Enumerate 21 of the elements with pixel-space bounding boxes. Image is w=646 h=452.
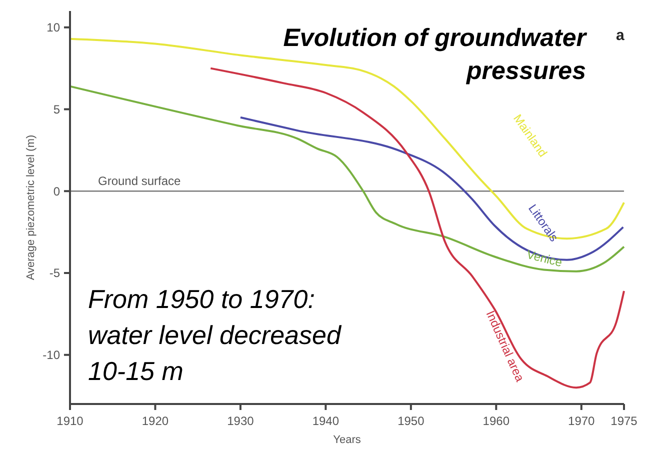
x-tick-label: 1940 (312, 414, 340, 428)
ref-line-label: Ground surface (98, 174, 182, 188)
x-axis-title: Years (333, 434, 362, 446)
text: Evolution of groundwater pressures (283, 24, 588, 85)
x-tick-label: 1950 (398, 414, 425, 428)
annotation: From 1950 to 1970: water level decreased 10-15 m (88, 284, 342, 386)
text: Venice (525, 247, 564, 270)
line-series (69, 85, 625, 272)
annotation: a (616, 27, 625, 44)
y-tick-label: 0 (53, 184, 60, 198)
x-tick-label: 1930 (227, 414, 254, 428)
x-tick-label: 1910 (56, 414, 84, 428)
y-tick-label: 5 (53, 102, 60, 116)
y-axis-title: Average piezometric level (m) (25, 134, 37, 280)
y-tick-label: 10 (46, 20, 60, 35)
y-tick-label: -10 (42, 348, 60, 362)
x-tick-label: 1960 (482, 414, 510, 428)
y-tick-label: -5 (49, 266, 60, 280)
x-tick-label: 1920 (142, 414, 169, 428)
x-tick-label: 1975 (610, 414, 638, 428)
x-tick-label: 1970 (568, 414, 596, 428)
